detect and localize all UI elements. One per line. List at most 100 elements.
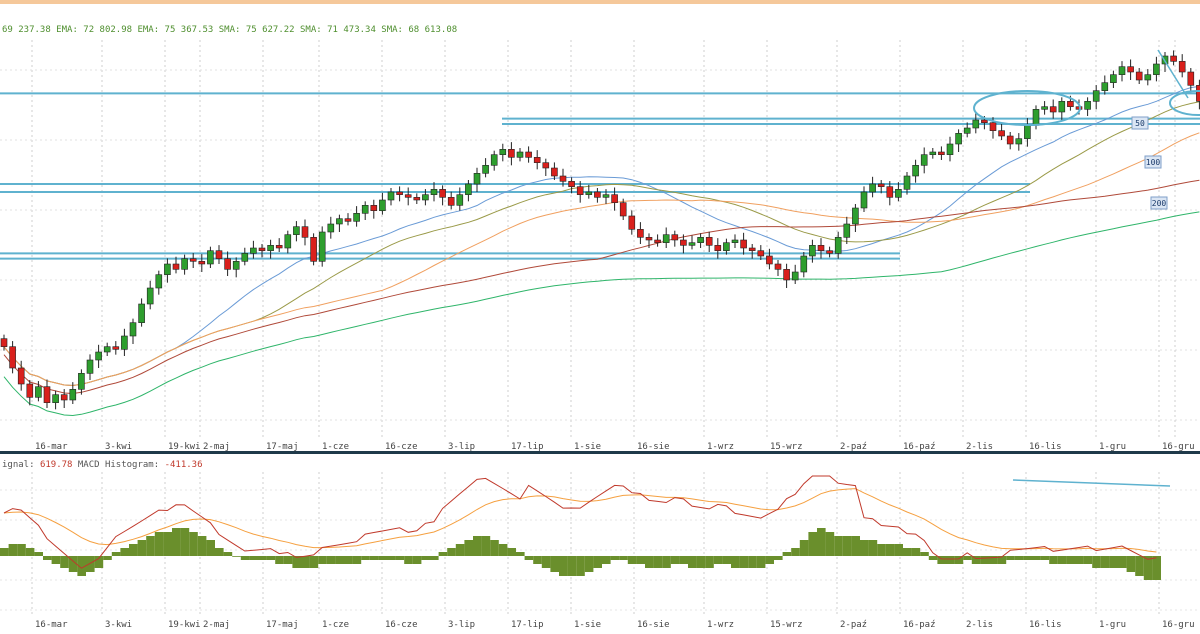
candle-body	[817, 245, 825, 251]
candle-body	[611, 194, 618, 203]
candle-body	[250, 247, 257, 254]
candle	[774, 260, 782, 276]
candle	[17, 360, 25, 391]
trend-arrow	[1157, 49, 1189, 99]
candle-body	[396, 191, 403, 195]
macd-histogram-bar	[1032, 556, 1041, 560]
price-grid	[0, 40, 1200, 440]
candle-body	[791, 271, 799, 281]
candle-body	[430, 189, 438, 195]
x-tick-label: 3-lip	[448, 442, 475, 452]
macd-histogram-bar	[627, 556, 637, 564]
x-tick-label: 1-sie	[574, 620, 601, 630]
x-tick-label: 1-gru	[1099, 442, 1126, 452]
macd-histogram-bar	[963, 556, 972, 560]
x-tick-label: 3-lip	[448, 620, 475, 630]
candle-body	[241, 253, 249, 262]
macd-histogram-bar	[352, 556, 362, 564]
ma-label-box-0	[1131, 116, 1149, 130]
candle	[826, 246, 833, 258]
macd-histogram-bar	[1006, 556, 1015, 560]
candle-body	[989, 122, 997, 131]
candle	[1187, 68, 1195, 92]
candle	[241, 247, 249, 266]
macd-histogram-bar	[292, 556, 301, 568]
candle-body	[903, 175, 911, 190]
macd-histogram-bar	[911, 548, 921, 556]
candle	[1144, 69, 1152, 86]
candle	[1084, 97, 1091, 116]
candle	[697, 233, 704, 248]
macd-histogram-bar	[146, 536, 155, 556]
candle-body	[697, 237, 704, 243]
candle	[576, 181, 584, 203]
candle-body	[164, 263, 171, 275]
candle	[1006, 132, 1014, 150]
macd-histogram-bar	[1152, 556, 1161, 580]
macd-histogram-bar	[739, 556, 749, 568]
candle	[413, 193, 421, 204]
macd-line	[3, 475, 1157, 569]
candle-body	[1006, 135, 1014, 145]
candle	[645, 233, 653, 248]
macd-histogram-bar	[1118, 556, 1127, 568]
candle-body	[336, 218, 343, 225]
candle	[301, 219, 309, 246]
macd-histogram-bar	[1040, 556, 1050, 560]
x-tick-label: 16-sie	[637, 620, 670, 630]
candle	[60, 389, 68, 408]
candle	[112, 341, 120, 355]
candle	[783, 263, 790, 288]
ma-labels: 50 100 200	[1131, 116, 1168, 210]
candle-body	[95, 351, 102, 361]
candle	[1058, 97, 1066, 120]
macd-histogram-bar	[223, 552, 233, 556]
macd-histogram-bar	[688, 556, 697, 568]
x-tick-label: 2-lis	[966, 620, 993, 630]
candle-body	[1178, 61, 1186, 73]
x-tick-label: 1-gru	[1099, 620, 1126, 630]
candle	[834, 231, 842, 259]
candle-body	[834, 237, 842, 254]
macd-histogram-bar	[1083, 556, 1093, 564]
candle-body	[207, 250, 214, 265]
candle-body	[628, 215, 636, 230]
ma-line-orange	[3, 132, 1200, 387]
macd-histogram-bar	[524, 556, 534, 560]
macd-histogram-bar	[172, 528, 181, 556]
candle	[26, 380, 34, 406]
candle	[387, 188, 395, 206]
macd-histogram-bar	[885, 544, 895, 556]
candle	[723, 238, 730, 255]
candle	[69, 382, 77, 404]
candle	[465, 180, 472, 202]
moving-averages	[3, 85, 1200, 417]
candle-body	[800, 255, 808, 273]
candle	[619, 198, 627, 220]
candle-body	[198, 261, 206, 265]
x-tick-label: 1-cze	[322, 620, 349, 630]
macd-histogram-bar	[232, 556, 241, 557]
candle-body	[748, 247, 756, 251]
candle-body	[129, 322, 137, 337]
candle-body	[499, 149, 507, 155]
candle-body	[972, 119, 980, 129]
candle-body	[671, 234, 679, 241]
macd-histogram-bar	[34, 552, 43, 556]
x-tick-label: 15-wrz	[770, 620, 803, 630]
macd-histogram-bar	[722, 556, 731, 564]
candle-body	[654, 239, 661, 243]
candle	[370, 199, 378, 219]
candle	[215, 245, 223, 264]
ma-label-box-1	[1144, 155, 1162, 169]
candle-body	[361, 205, 369, 214]
macd-histogram-bar	[464, 540, 473, 556]
candle	[843, 216, 851, 244]
candle	[318, 226, 326, 267]
ma-line-red	[3, 179, 1200, 395]
candle-body	[516, 151, 524, 158]
candle-body	[146, 287, 154, 305]
candle-body	[843, 223, 851, 238]
candle	[938, 146, 945, 160]
